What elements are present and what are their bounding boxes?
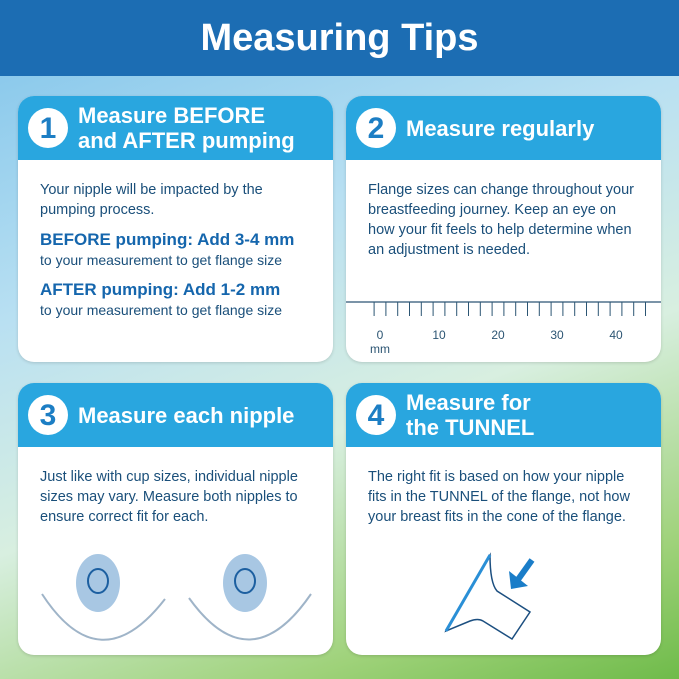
card-header: 4 Measure for the TUNNEL bbox=[346, 383, 661, 447]
card-body: Flange sizes can change throughout your … bbox=[368, 182, 635, 258]
card-header: 3 Measure each nipple bbox=[18, 383, 333, 447]
tip-card-1: 1 Measure BEFORE and AFTER pumping Your n… bbox=[18, 96, 333, 362]
card-title: Measure BEFORE bbox=[78, 103, 266, 128]
before-note: to your measurement to get flange size bbox=[40, 252, 283, 268]
card-header: 2 Measure regularly bbox=[346, 96, 661, 160]
page-title: Measuring Tips bbox=[0, 0, 679, 76]
step-number: 4 bbox=[356, 395, 396, 435]
step-number: 2 bbox=[356, 108, 396, 148]
ruler-label: 10 bbox=[432, 328, 446, 342]
flange-illustration bbox=[444, 552, 535, 641]
tip-card-2: 2 Measure regularly Flange sizes can cha… bbox=[346, 96, 661, 362]
card-title: Measure for bbox=[406, 390, 531, 415]
ruler: 0 10 20 30 40 mm bbox=[346, 301, 661, 356]
card-title: the TUNNEL bbox=[406, 415, 535, 440]
card-header: 1 Measure BEFORE and AFTER pumping bbox=[18, 96, 333, 160]
card-title: Measure regularly bbox=[406, 115, 595, 141]
after-note: to your measurement to get flange size bbox=[40, 302, 283, 318]
card-body: The right fit is based on how your nippl… bbox=[368, 469, 630, 525]
ruler-unit: mm bbox=[370, 342, 390, 356]
ruler-label: 40 bbox=[609, 328, 623, 342]
nipples-illustration bbox=[41, 554, 312, 641]
after-label: AFTER pumping: Add 1-2 mm bbox=[40, 280, 281, 299]
card-title: and AFTER pumping bbox=[78, 128, 295, 153]
step-number: 1 bbox=[28, 108, 68, 148]
card-title: Measure each nipple bbox=[78, 402, 295, 428]
ruler-label: 0 bbox=[377, 328, 384, 342]
ruler-label: 30 bbox=[550, 328, 564, 342]
intro-text: Your nipple will be impacted by the pump… bbox=[40, 182, 263, 218]
tip-card-4: 4 Measure for the TUNNEL The right fit is… bbox=[346, 383, 661, 655]
card-body: Just like with cup sizes, individual nip… bbox=[40, 469, 298, 525]
step-number: 3 bbox=[28, 395, 68, 435]
tip-card-3: 3 Measure each nipple Just like with cup… bbox=[18, 383, 333, 655]
before-label: BEFORE pumping: Add 3-4 mm bbox=[40, 230, 295, 249]
ruler-label: 20 bbox=[491, 328, 505, 342]
